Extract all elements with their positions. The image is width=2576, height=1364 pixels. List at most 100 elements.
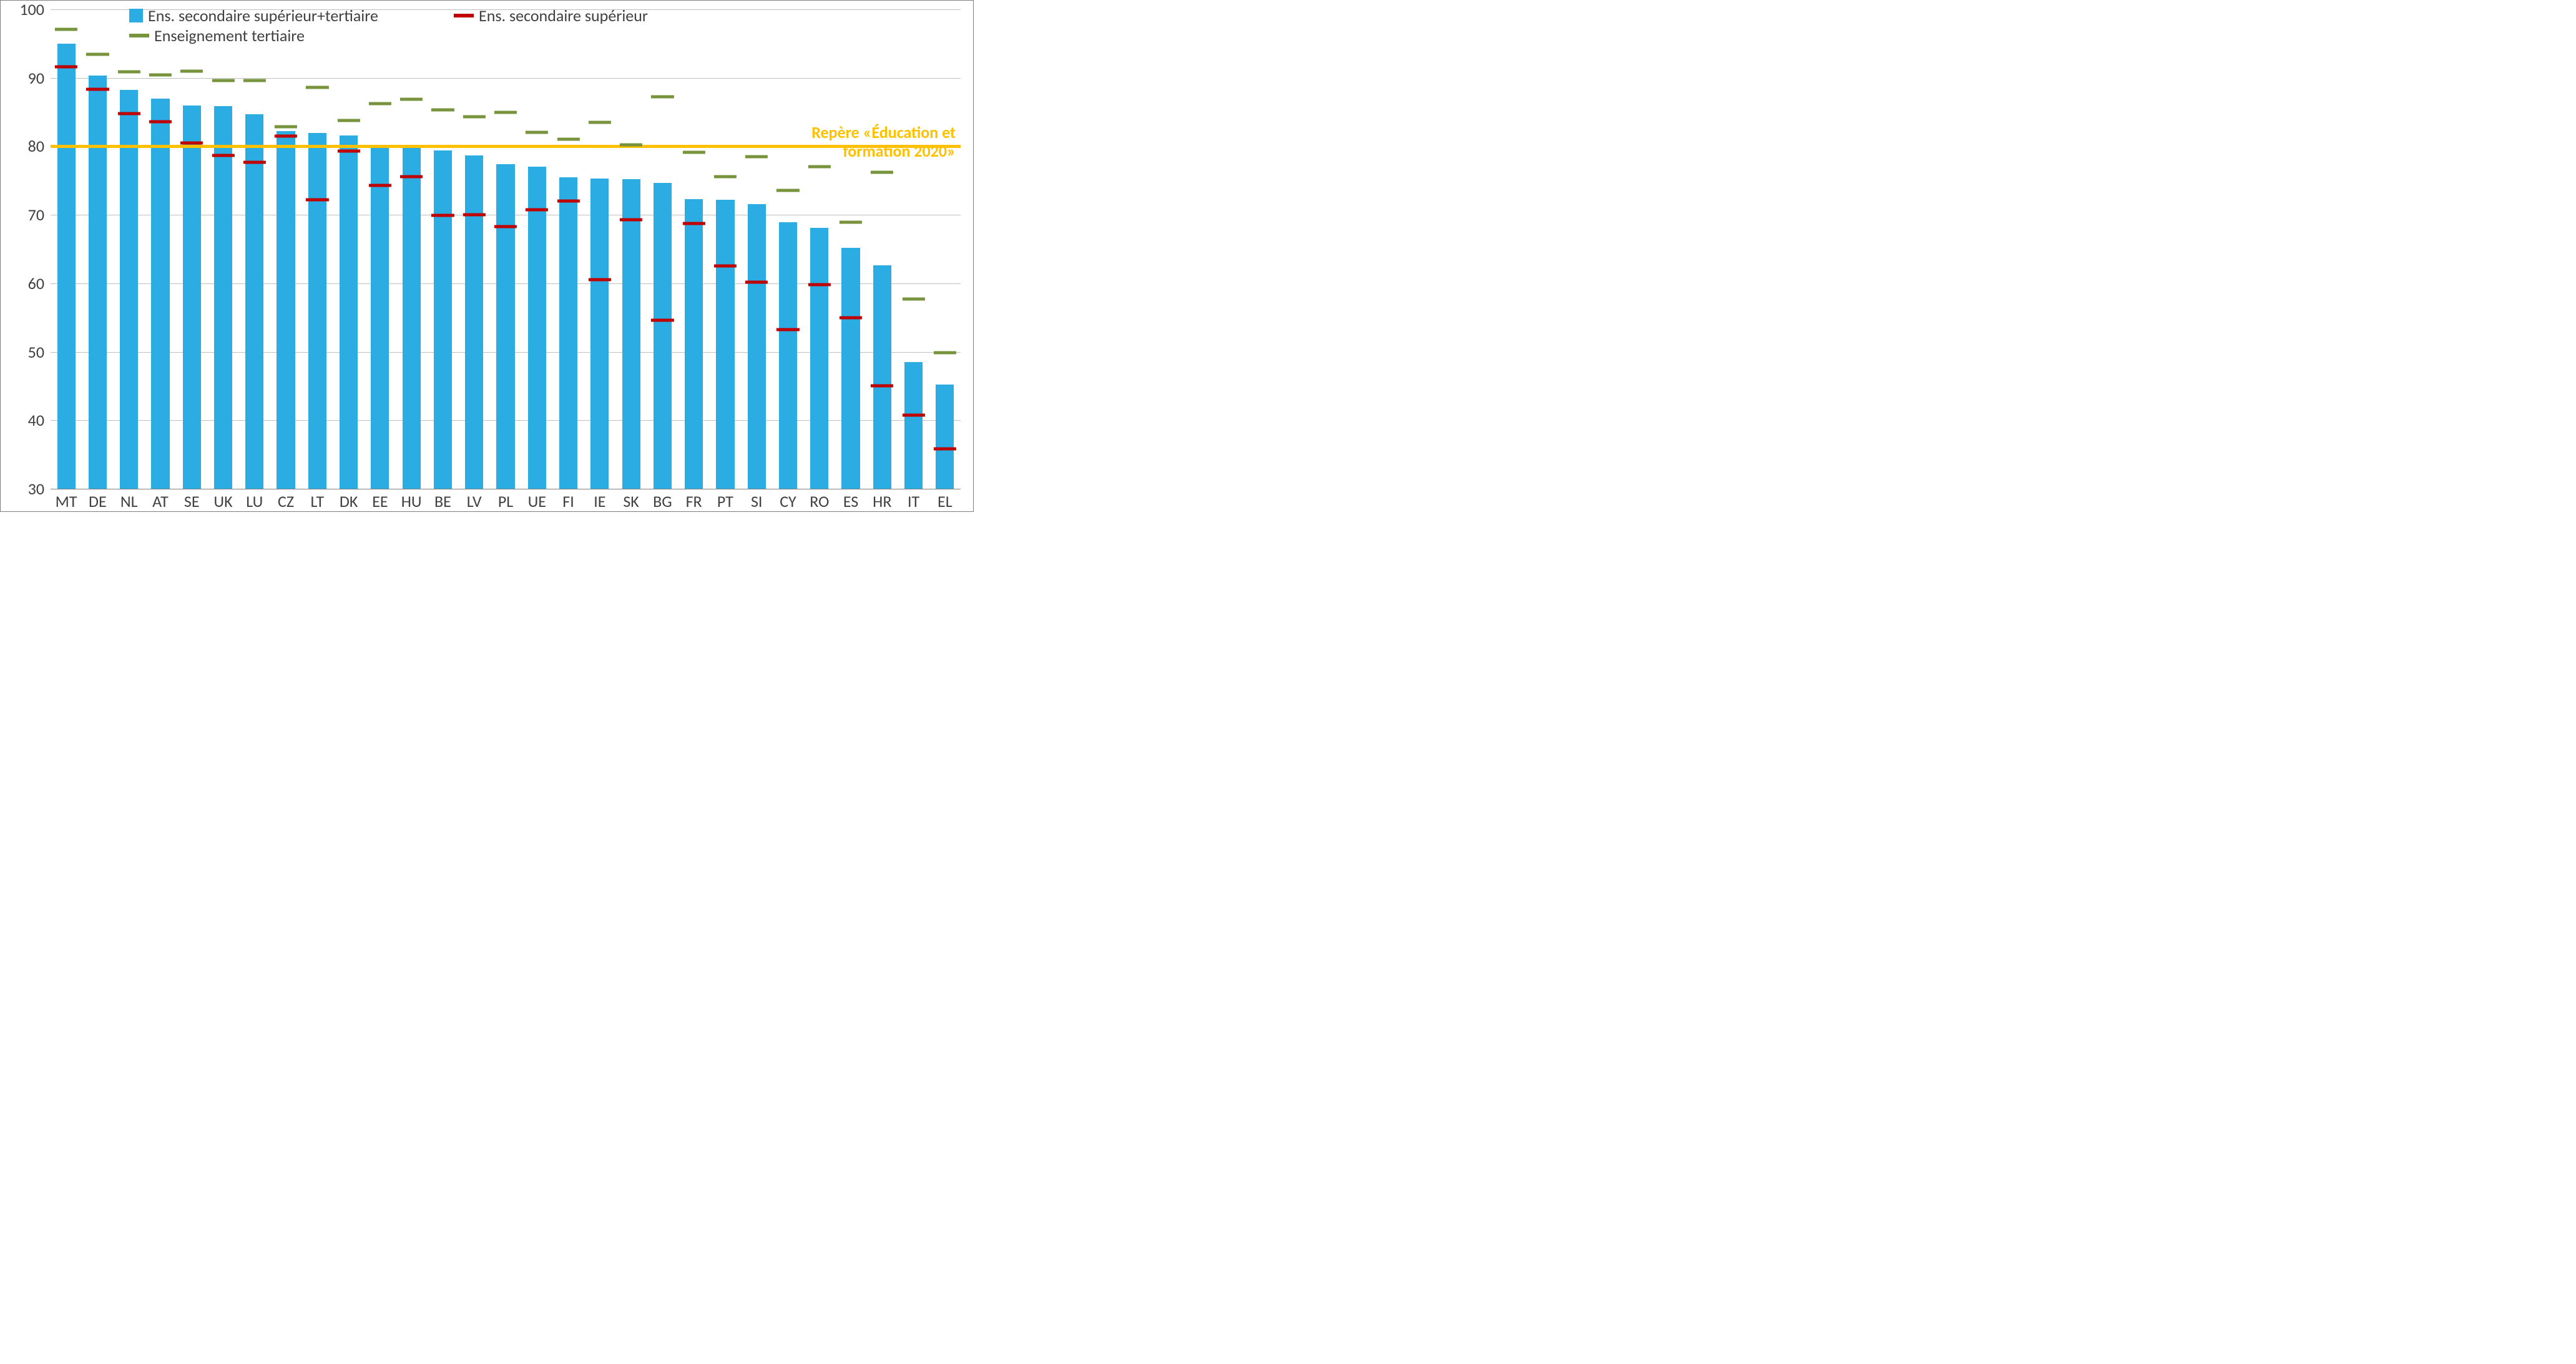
marker bbox=[243, 160, 266, 164]
y-tick-label: 80 bbox=[28, 136, 44, 156]
marker bbox=[808, 165, 831, 169]
x-tick-label: SK bbox=[623, 491, 639, 511]
bar bbox=[308, 133, 326, 489]
x-tick-label: LU bbox=[246, 491, 263, 511]
x-tick-label: SI bbox=[751, 491, 763, 511]
x-tick-label: ES bbox=[843, 491, 858, 511]
marker bbox=[431, 214, 454, 217]
marker bbox=[934, 351, 956, 354]
marker bbox=[338, 119, 360, 122]
bar bbox=[654, 183, 672, 489]
legend-item: Ens. secondaire supérieur bbox=[454, 6, 648, 26]
x-tick-label: LT bbox=[310, 491, 324, 511]
marker bbox=[494, 225, 517, 228]
marker bbox=[714, 175, 737, 178]
marker bbox=[180, 69, 203, 72]
reference-line-label: Repère «Éducation etformation 2020» bbox=[811, 124, 956, 161]
marker bbox=[275, 125, 297, 128]
x-tick-label: FR bbox=[686, 491, 702, 511]
gridline bbox=[51, 78, 961, 79]
marker bbox=[369, 184, 391, 187]
x-tick-label: BE bbox=[434, 491, 451, 511]
chart-container: Ens. secondaire supérieur+tertiaireEns. … bbox=[0, 0, 974, 512]
x-tick-label: DE bbox=[89, 491, 107, 511]
bar bbox=[936, 385, 954, 489]
y-tick-label: 40 bbox=[28, 410, 44, 430]
marker bbox=[526, 209, 548, 212]
marker bbox=[745, 155, 768, 158]
marker bbox=[243, 79, 266, 82]
marker bbox=[651, 96, 673, 99]
bar bbox=[685, 199, 703, 489]
marker bbox=[86, 88, 109, 91]
bar bbox=[340, 135, 358, 489]
x-tick-label: UE bbox=[528, 491, 546, 511]
bar bbox=[277, 131, 295, 489]
x-tick-label: SE bbox=[184, 491, 200, 511]
marker bbox=[871, 385, 893, 388]
marker bbox=[683, 151, 705, 154]
bar bbox=[528, 167, 546, 489]
marker bbox=[118, 112, 140, 115]
marker bbox=[400, 175, 423, 178]
y-tick-label: 60 bbox=[28, 273, 44, 293]
bar bbox=[371, 146, 389, 489]
y-tick-label: 70 bbox=[28, 205, 44, 225]
legend-item: Enseignement tertiaire bbox=[129, 26, 305, 46]
marker bbox=[745, 280, 768, 283]
bar bbox=[403, 146, 421, 489]
legend-label: Enseignement tertiaire bbox=[154, 26, 305, 46]
marker bbox=[620, 144, 642, 147]
marker bbox=[494, 110, 517, 114]
bar bbox=[622, 179, 640, 489]
marker bbox=[902, 298, 924, 301]
marker bbox=[86, 53, 109, 56]
x-tick-label: MT bbox=[56, 491, 77, 511]
bar bbox=[496, 164, 514, 489]
x-tick-label: PL bbox=[498, 491, 513, 511]
marker bbox=[118, 70, 140, 73]
marker bbox=[338, 150, 360, 153]
legend-swatch bbox=[129, 34, 149, 37]
bar bbox=[57, 44, 76, 489]
marker bbox=[306, 86, 328, 89]
bar bbox=[904, 362, 923, 489]
marker bbox=[840, 221, 862, 224]
bar bbox=[841, 248, 859, 489]
y-tick-label: 90 bbox=[28, 68, 44, 88]
marker bbox=[651, 319, 673, 322]
bar bbox=[465, 155, 483, 489]
x-tick-label: HR bbox=[873, 491, 891, 511]
bar bbox=[151, 99, 169, 489]
y-tick-label: 100 bbox=[19, 0, 44, 19]
marker bbox=[871, 171, 893, 174]
x-tick-label: EE bbox=[372, 491, 388, 511]
x-tick-label: IE bbox=[594, 491, 605, 511]
x-tick-label: CY bbox=[780, 491, 796, 511]
marker bbox=[212, 79, 234, 82]
marker bbox=[400, 97, 423, 101]
marker bbox=[776, 328, 799, 331]
bar bbox=[245, 114, 263, 489]
marker bbox=[934, 448, 956, 451]
x-tick-label: CZ bbox=[278, 491, 294, 511]
legend-label: Ens. secondaire supérieur bbox=[479, 6, 648, 26]
bar bbox=[434, 150, 452, 489]
marker bbox=[589, 121, 611, 124]
x-tick-label: IT bbox=[908, 491, 919, 511]
marker bbox=[620, 218, 642, 221]
bar bbox=[716, 200, 734, 489]
marker bbox=[431, 109, 454, 112]
x-tick-label: DK bbox=[340, 491, 358, 511]
legend-swatch bbox=[454, 14, 474, 17]
marker bbox=[180, 141, 203, 144]
x-tick-label: EL bbox=[938, 491, 953, 511]
marker bbox=[557, 138, 579, 141]
marker bbox=[306, 199, 328, 202]
y-tick-label: 50 bbox=[28, 342, 44, 362]
plot-area bbox=[51, 9, 961, 489]
legend-swatch bbox=[129, 9, 143, 22]
marker bbox=[808, 283, 831, 287]
marker bbox=[840, 316, 862, 319]
x-tick-label: BG bbox=[653, 491, 672, 511]
